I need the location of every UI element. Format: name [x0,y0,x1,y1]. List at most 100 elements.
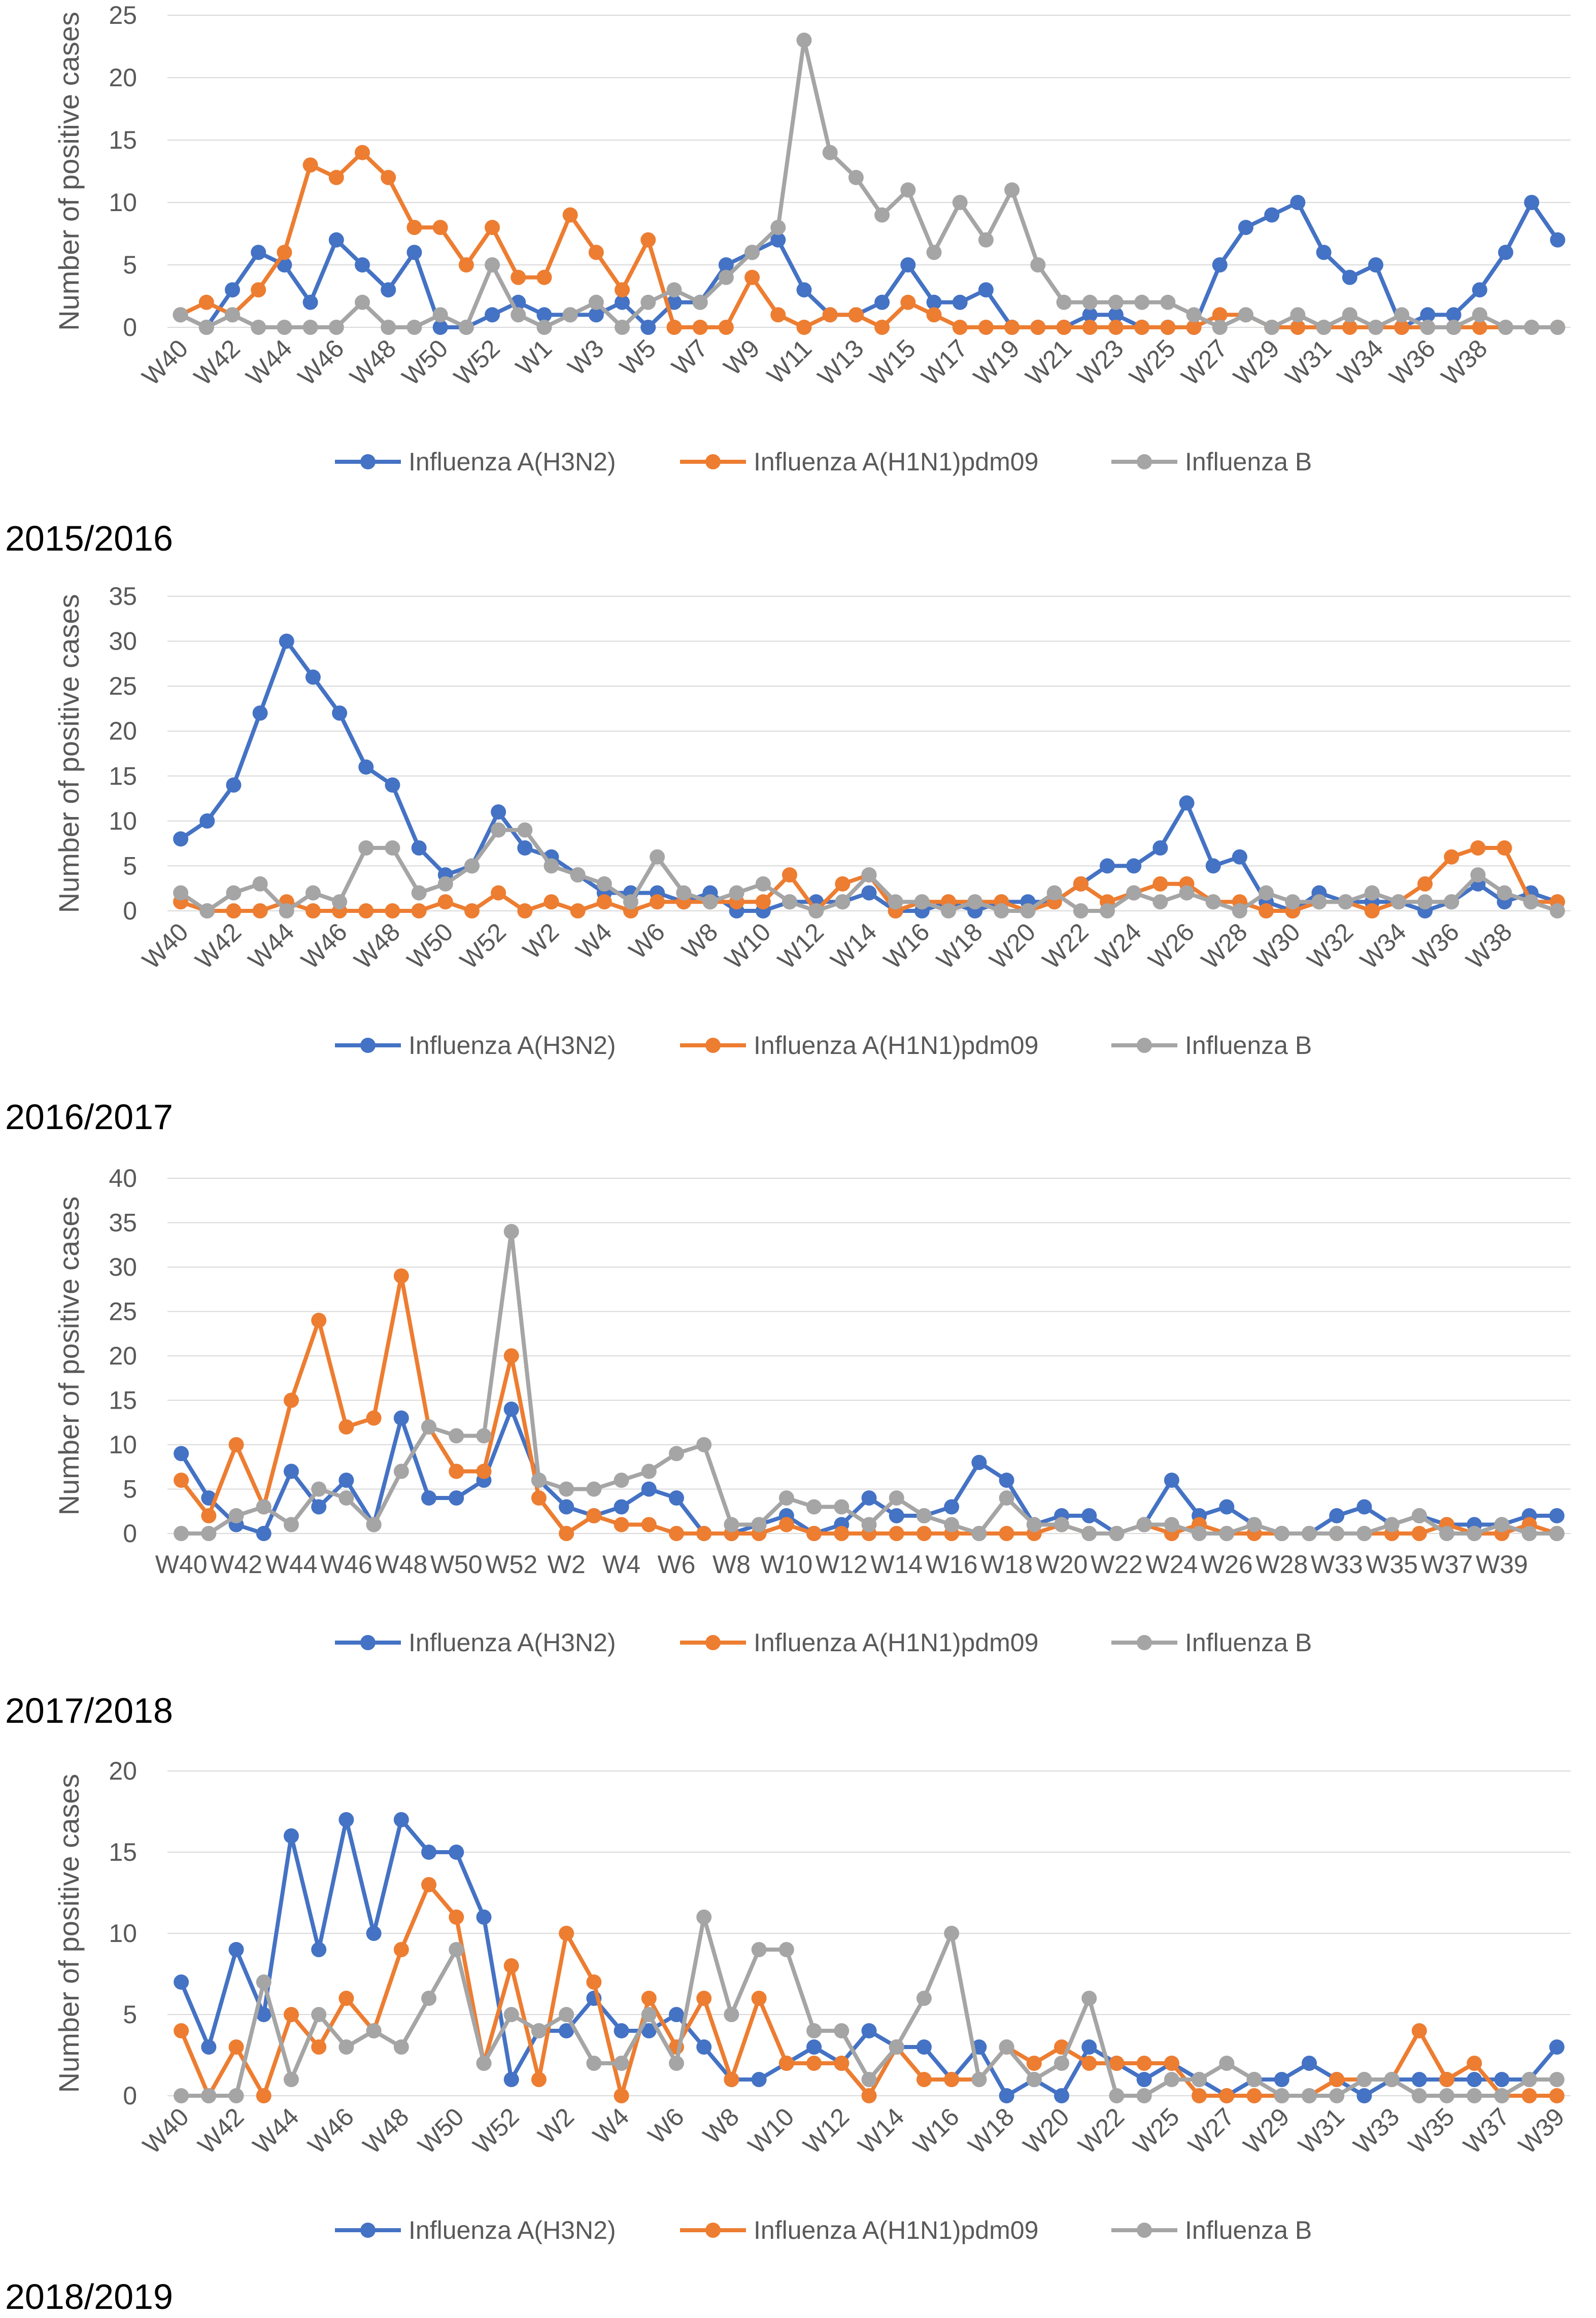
data-point-b [1020,903,1036,918]
data-point-b [1232,903,1247,918]
data-point-b [1470,867,1486,883]
y-tick-label: 10 [109,1919,137,1948]
data-point-h1n1 [1549,2088,1565,2103]
data-point-h1n1 [449,1463,464,1479]
data-point-h3n2 [174,1446,189,1461]
data-point-h3n2 [861,2023,877,2038]
data-point-b [614,1473,629,1488]
data-point-b [1192,2072,1207,2087]
data-point-b [1259,885,1274,901]
x-tick-label: W50 [396,334,453,391]
data-point-h3n2 [1205,858,1221,874]
data-point-b [848,169,864,185]
x-tick-label: W14 [825,917,882,974]
series-line-b [181,1230,1557,1536]
data-point-h1n1 [277,245,292,260]
chart-title: 2015/2016 [5,519,173,558]
data-point-b [311,1481,327,1497]
data-point-h1n1 [782,867,797,883]
data-point-b [1056,294,1072,310]
data-point-b [199,903,215,918]
data-point-b [1179,885,1195,901]
x-tick-label: W52 [467,2102,524,2159]
data-point-h3n2 [641,1481,657,1497]
data-point-h1n1 [432,220,448,235]
data-point-b [650,849,665,865]
x-tick-label: W48 [375,1550,427,1579]
data-point-h1n1 [696,1526,712,1541]
after-caption: 2018/2019 [5,2277,173,2316]
data-point-h3n2 [971,1455,987,1470]
x-tick-label: W18 [931,917,988,974]
x-tick-label: W6 [657,1550,695,1579]
data-point-b [952,195,968,210]
data-point-h1n1 [848,307,864,323]
x-tick-label: W33 [1311,1550,1363,1579]
data-point-b [279,903,294,918]
data-point-h1n1 [641,1991,657,2006]
data-point-h1n1 [174,1473,189,1488]
data-point-b [1494,1517,1510,1532]
x-tick-label: W16 [926,1550,978,1579]
data-point-h3n2 [668,2007,684,2022]
data-point-b [1467,1526,1482,1541]
x-tick-label: W46 [292,334,349,391]
data-point-h1n1 [834,1526,850,1541]
data-point-b [596,876,612,892]
data-point-h3n2 [1494,2072,1510,2087]
data-point-h3n2 [1467,2072,1482,2087]
data-point-h1n1 [1444,849,1459,865]
data-point-b [914,894,930,910]
data-point-b [729,885,744,901]
data-point-b [1384,1517,1400,1532]
y-tick-label: 5 [123,2000,137,2029]
x-tick-label: W35 [1403,2102,1460,2159]
x-tick-label: W36 [1384,334,1441,391]
data-point-h1n1 [861,2088,877,2103]
data-point-h3n2 [999,1473,1014,1488]
data-point-b [1082,294,1098,310]
data-point-h3n2 [1238,220,1253,235]
data-point-h3n2 [900,257,916,272]
data-point-h1n1 [458,257,474,272]
data-point-b [355,294,370,310]
data-point-h3n2 [449,1845,464,1860]
data-point-h1n1 [1109,2056,1125,2071]
y-tick-label: 0 [123,897,137,925]
data-point-b [1467,2088,1482,2103]
data-point-h3n2 [228,1942,244,1957]
data-point-b [1109,2088,1125,2103]
data-point-h3n2 [283,1463,299,1479]
data-point-h3n2 [381,282,396,298]
data-point-h1n1 [366,1410,382,1426]
data-point-h1n1 [1497,840,1512,856]
data-point-h3n2 [279,633,294,649]
data-point-b [283,1517,299,1532]
data-point-h1n1 [751,1991,767,2006]
data-point-h3n2 [1081,1508,1097,1523]
x-tick-label: W18 [963,2102,1020,2159]
data-point-b [174,2088,189,2103]
data-point-b [835,894,851,910]
data-point-h1n1 [1164,2056,1179,2071]
data-point-b [201,1526,217,1541]
x-tick-label: W46 [296,917,353,974]
y-tick-label: 5 [123,1475,137,1504]
data-point-h1n1 [1136,2056,1152,2071]
data-point-h3n2 [393,1812,409,1827]
data-point-b [562,307,578,323]
data-point-h3n2 [332,705,348,721]
legend-label-b: Influenza B [1185,1031,1312,1060]
y-tick-label: 5 [123,251,137,279]
data-point-h1n1 [1470,840,1486,856]
data-point-h1n1 [311,1313,327,1328]
data-point-b [559,2007,574,2022]
x-tick-label: W28 [1255,1550,1308,1579]
data-point-h3n2 [393,1410,409,1426]
data-point-h1n1 [586,1974,602,1990]
data-point-b [696,1437,712,1452]
data-point-b [1164,2072,1179,2087]
y-tick-label: 10 [109,807,137,835]
